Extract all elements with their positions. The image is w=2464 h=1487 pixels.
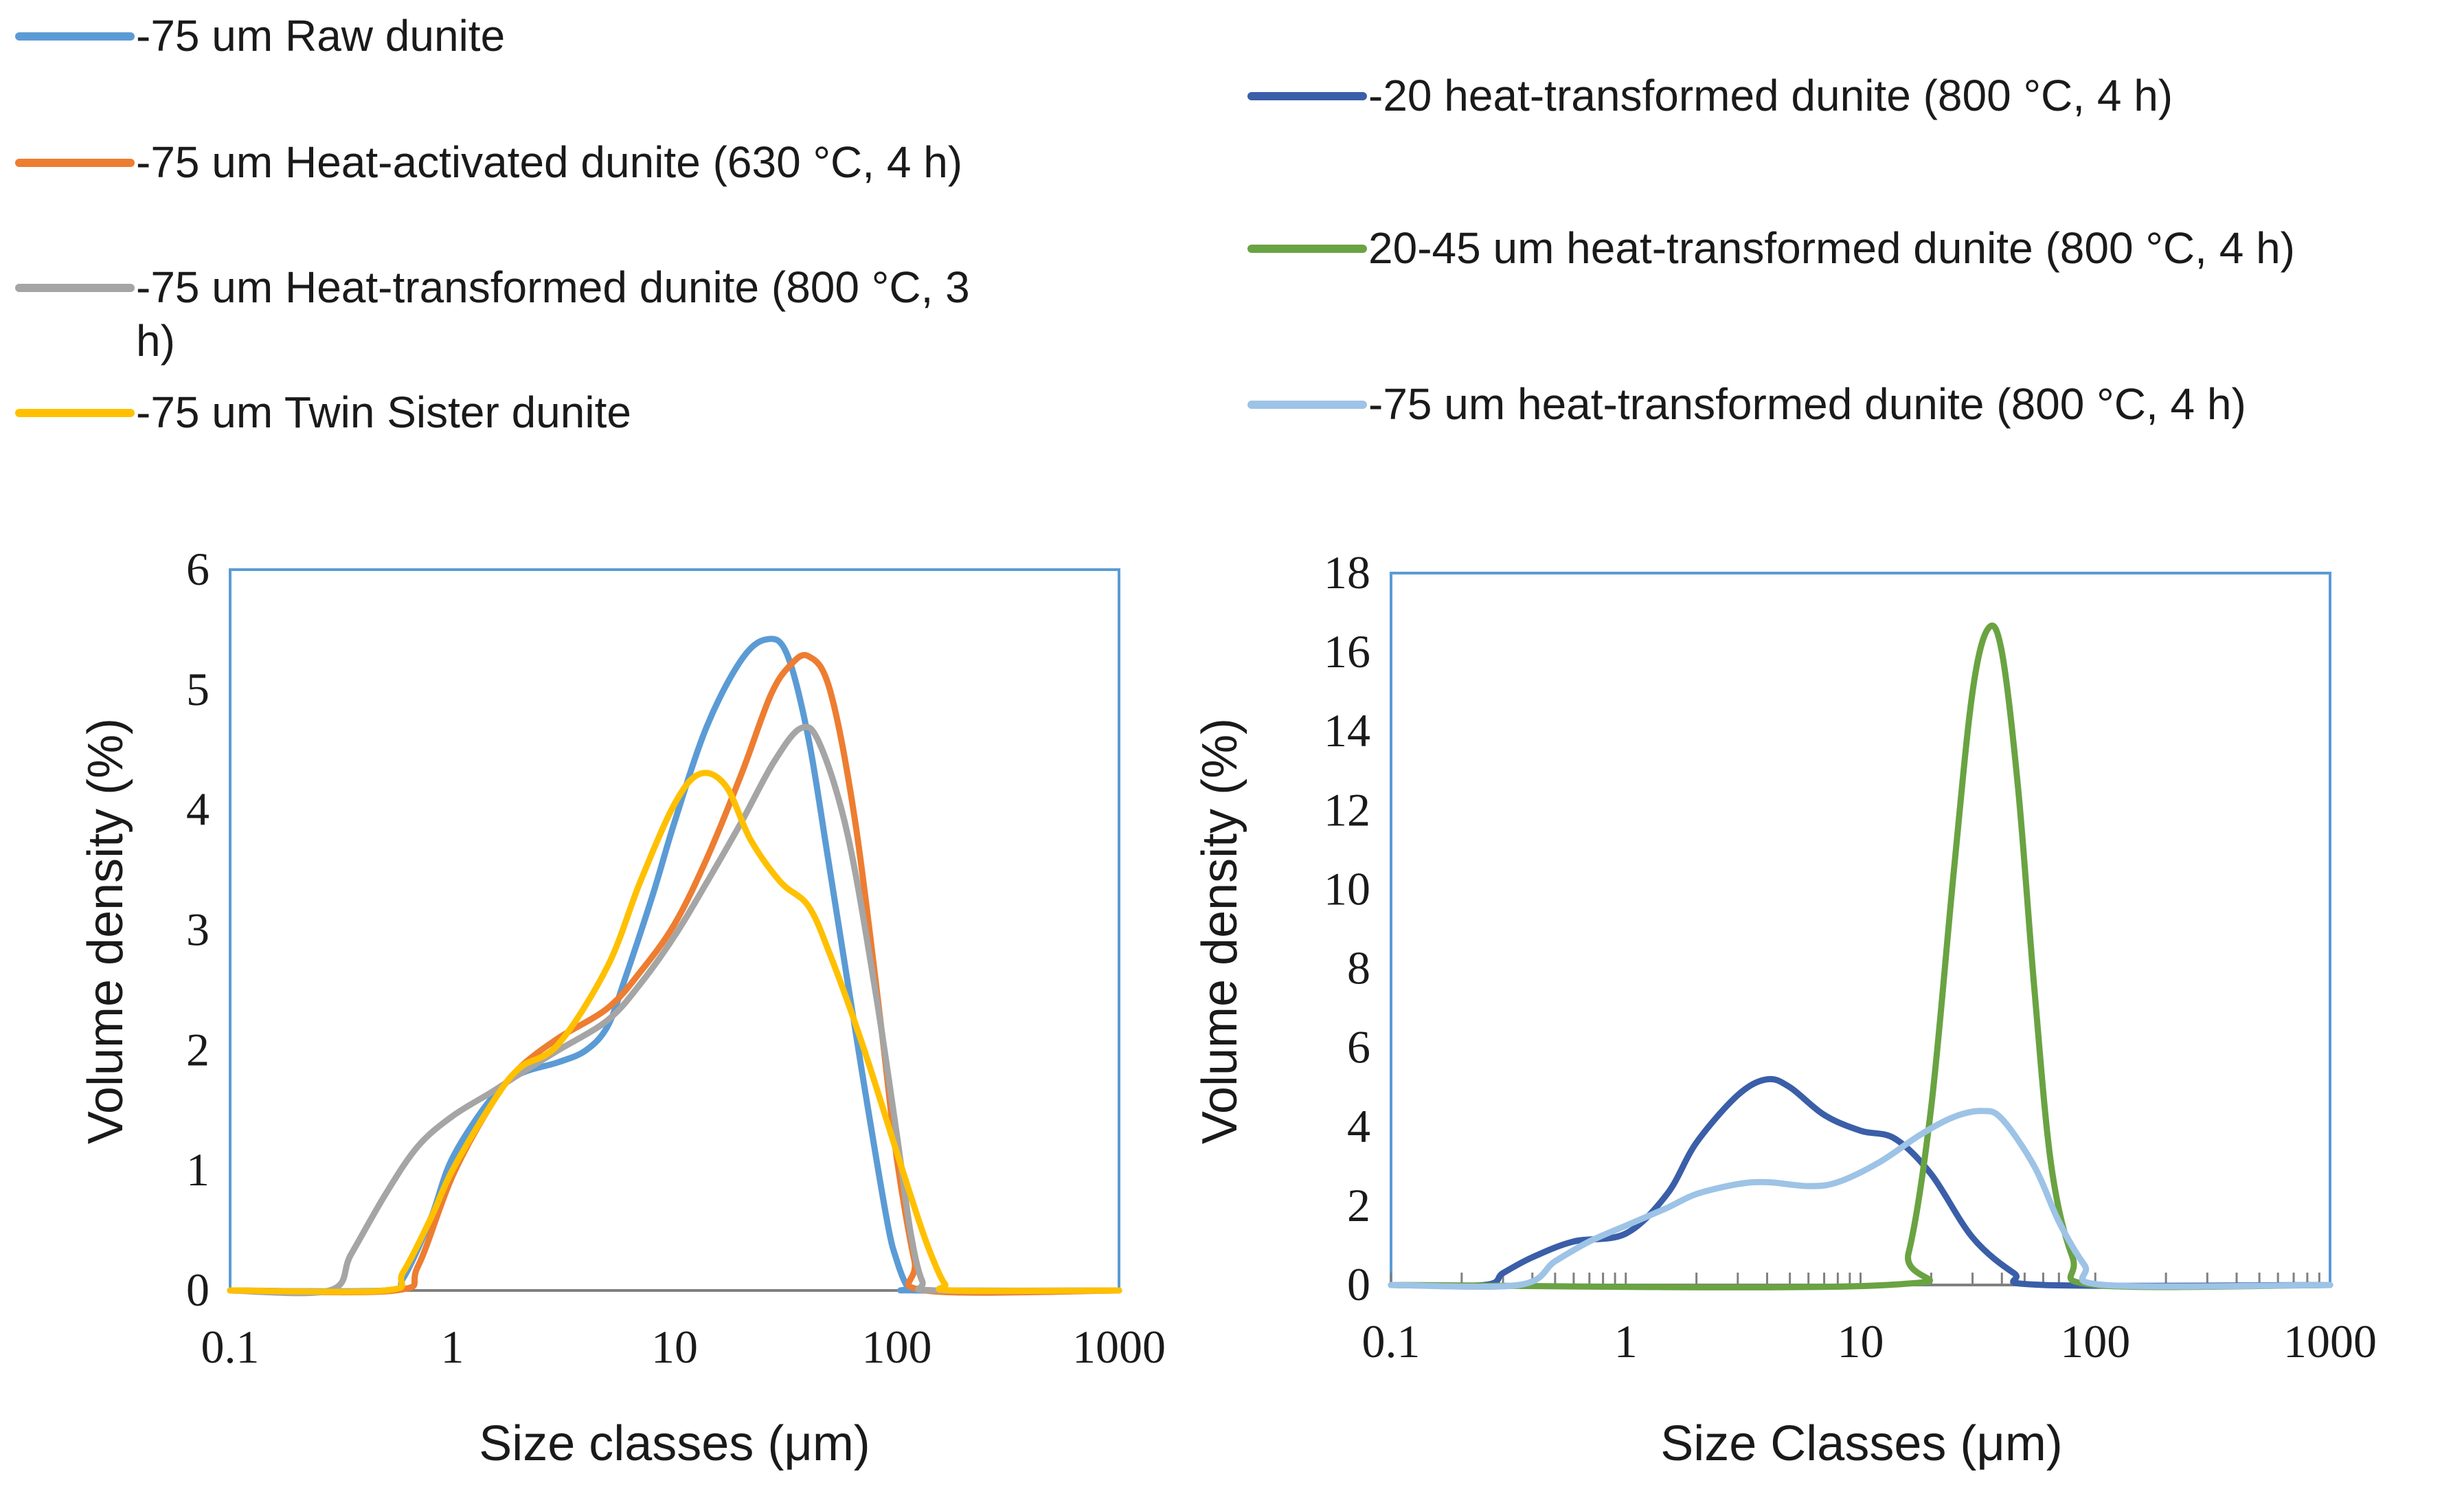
series-line-1-0-20-heat-transformed-dunite-800-c-4-h [1388,1075,2333,1289]
chart-left: 0 1 2 3 4 5 6 0.1 1 10 100 1000 Volume density (%)… [78,543,1166,1471]
y-tick-label: 8 [1347,942,1370,994]
x-tick-label: 1 [1614,1315,1638,1367]
x-tick-label: 100 [2060,1315,2130,1367]
y-tick-label: 10 [1324,862,1370,915]
y-tick-label: 0 [1347,1258,1370,1310]
legend-label-twin-sister: -75 um Twin Sister dunite [136,388,631,437]
series-line-1-1-20-45-um-heat-transformed-dunite-800-c-4 [1388,622,2333,1290]
series-line-0-1-75-um-heat-activated-dunite-630-c-4-h [227,651,1122,1296]
y-axis-title-right: Volume density (%) [1193,718,1247,1144]
plot-frame-right [1390,572,2331,1286]
y-tick-label: 5 [186,663,210,715]
legend-right: -20 heat-transformed dunite (800 °C, 4 h… [1247,71,2295,429]
y-tick-label: 18 [1324,546,1370,599]
legend-label-heat-transformed-3h-cont: h) [136,316,175,366]
legend-label-heat-activated: -75 um Heat-activated dunite (630 °C, 4 … [136,137,962,187]
x-tick-label: 1 [441,1321,464,1373]
legend-label-heat-transformed-3h: -75 um Heat-transformed dunite (800 °C, … [136,262,970,312]
y-tick-label: 3 [186,904,210,956]
x-tick-label: 10 [651,1321,698,1373]
y-axis-title-left: Volume density (%) [78,718,133,1144]
series-line-0-0-75-um-raw-dunite [227,636,1122,1295]
chart-right: 0 2 4 6 8 10 12 14 16 18 0.1 1 10 100 1000 Volume den… [1193,546,2377,1471]
y-tick-label: 0 [186,1264,210,1316]
y-tick-labels-left: 0 1 2 3 4 5 6 [186,543,210,1316]
y-tick-label: 16 [1324,625,1370,678]
legend-label-minus20: -20 heat-transformed dunite (800 °C, 4 h… [1368,71,2173,120]
plot-frame-left [229,568,1120,1292]
y-tick-label: 6 [186,543,210,595]
series-group-right [1388,622,2333,1290]
legend-item-20-45: 20-45 um heat-transformed dunite (800 °C… [1247,223,2295,273]
legend-item-heat-transformed-3h: -75 um Heat-transformed dunite (800 °C, … [15,262,970,366]
legend-label-minus75-4h: -75 um heat-transformed dunite (800 °C, … [1368,379,2246,429]
legend-label-raw: -75 um Raw dunite [136,11,505,60]
x-axis-title-right: Size Classes (μm) [1660,1416,2063,1471]
x-tick-labels-left: 0.1 1 10 100 1000 [201,1321,1166,1373]
series-group-left [227,636,1122,1297]
legend-item-heat-activated: -75 um Heat-activated dunite (630 °C, 4 … [15,137,962,187]
series-line-0-3-75-um-twin-sister-dunite [227,770,1122,1295]
y-tick-label: 1 [186,1143,210,1196]
x-tick-label: 0.1 [201,1321,260,1373]
legend-label-20-45: 20-45 um heat-transformed dunite (800 °C… [1368,223,2295,273]
y-tick-label: 12 [1324,783,1370,836]
x-tick-labels-right: 0.1 1 10 100 1000 [1362,1315,2377,1367]
legend-item-twin-sister: -75 um Twin Sister dunite [15,388,631,437]
y-tick-label: 2 [186,1023,210,1075]
x-axis-title-left: Size classes (μm) [479,1416,870,1471]
x-tick-label: 1000 [2283,1315,2377,1367]
y-tick-label: 2 [1347,1179,1370,1231]
y-tick-label: 4 [186,783,210,836]
series-line-1-2-75-um-heat-transformed-dunite-800-c-4-h [1388,1108,2333,1290]
series-line-0-2-75-um-heat-transformed-dunite-800-c-3-h [227,724,1122,1297]
y-tick-label: 6 [1347,1021,1370,1073]
x-tick-label: 1000 [1072,1321,1166,1373]
y-tick-label: 14 [1324,704,1370,757]
legend-item-raw-dunite: -75 um Raw dunite [15,11,505,60]
y-tick-labels-right: 0 2 4 6 8 10 12 14 16 18 [1324,546,1370,1310]
legend-left: -75 um Raw dunite -75 um Heat-activated … [15,11,970,437]
legend-item-minus75-4h: -75 um heat-transformed dunite (800 °C, … [1247,379,2246,429]
x-tick-label: 100 [862,1321,932,1373]
x-tick-label: 10 [1838,1315,1884,1367]
y-tick-label: 4 [1347,1100,1370,1152]
x-tick-label: 0.1 [1362,1315,1421,1367]
legend-item-minus20: -20 heat-transformed dunite (800 °C, 4 h… [1247,71,2173,120]
